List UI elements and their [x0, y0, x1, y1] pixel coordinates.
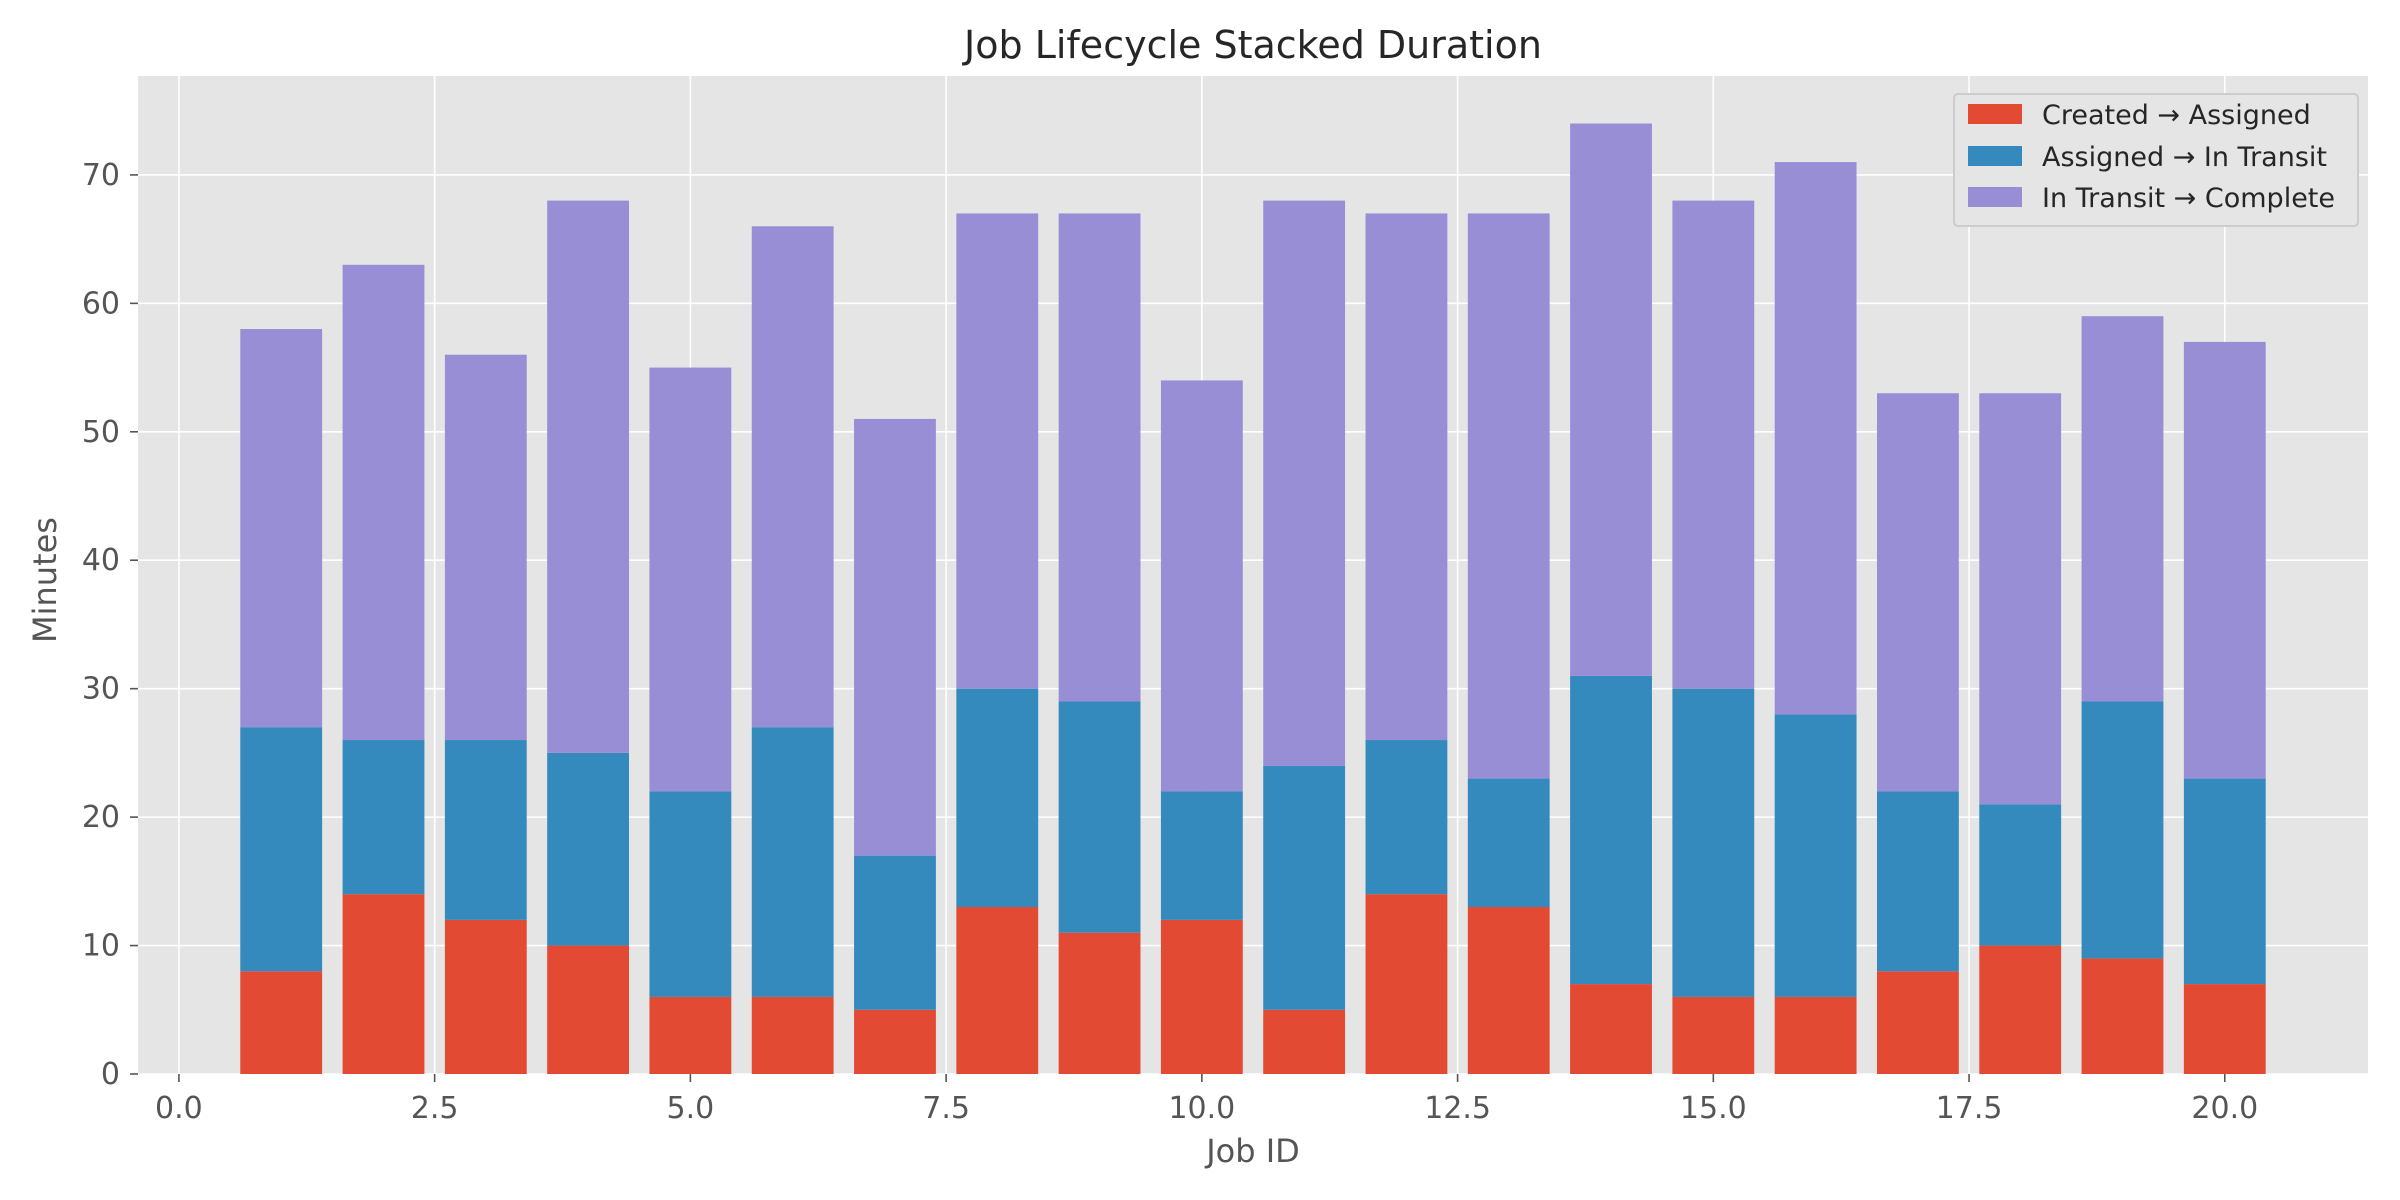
x-tick-label: 7.5	[922, 1091, 970, 1126]
bars	[240, 123, 2266, 1074]
legend-label-in-transit-complete: In Transit → Complete	[2042, 183, 2335, 214]
y-tick-label: 30	[82, 672, 120, 707]
bar-assigned-in-transit	[854, 855, 936, 1010]
bar-in-transit-complete	[1876, 393, 1959, 792]
x-axis-label: Job ID	[1204, 1132, 1300, 1170]
bar-in-transit-complete	[1774, 162, 1857, 715]
bar-assigned-in-transit	[1979, 804, 2062, 946]
bar-created-assigned	[240, 971, 323, 1074]
bar-in-transit-complete	[547, 200, 630, 753]
bar-created-assigned	[1570, 984, 1652, 1074]
x-tick-label: 2.5	[411, 1091, 459, 1126]
bar-assigned-in-transit	[444, 740, 527, 920]
bar-assigned-in-transit	[2081, 701, 2164, 959]
legend: Created → Assigned Assigned → In Transit…	[1953, 93, 2359, 227]
bar-in-transit-complete	[1160, 380, 1243, 792]
x-tick-label: 12.5	[1424, 1091, 1491, 1126]
legend-swatch-created-assigned	[1968, 104, 2022, 124]
y-axis-label: Minutes	[26, 517, 64, 643]
bar-assigned-in-transit	[751, 727, 834, 997]
bar-in-transit-complete	[1467, 213, 1550, 779]
bar-created-assigned	[1774, 996, 1857, 1074]
bar-assigned-in-transit	[240, 727, 323, 972]
bar-created-assigned	[2183, 984, 2266, 1074]
x-tick-label: 5.0	[667, 1091, 715, 1126]
bar-assigned-in-transit	[649, 791, 732, 997]
bar-in-transit-complete	[1263, 200, 1346, 766]
bar-created-assigned	[751, 996, 834, 1074]
bar-in-transit-complete	[2081, 316, 2164, 702]
bar-created-assigned	[1160, 919, 1243, 1074]
bar-in-transit-complete	[444, 354, 527, 741]
x-tick-label: 17.5	[1936, 1091, 2003, 1126]
bar-assigned-in-transit	[1365, 740, 1448, 895]
bar-created-assigned	[854, 1009, 936, 1074]
bar-in-transit-complete	[1365, 213, 1448, 741]
bar-in-transit-complete	[2183, 341, 2266, 779]
y-tick-label: 40	[82, 543, 120, 578]
y-tick-label: 50	[82, 415, 120, 450]
y-tick-label: 0	[101, 1057, 120, 1092]
bar-created-assigned	[956, 907, 1039, 1074]
bar-assigned-in-transit	[1467, 778, 1550, 908]
y-axis-ticks: 0 10 20 30 40 50 60 70	[82, 158, 138, 1092]
bar-assigned-in-transit	[1263, 765, 1346, 1010]
y-tick-label: 60	[82, 286, 120, 321]
legend-label-created-assigned: Created → Assigned	[2042, 100, 2311, 131]
bar-in-transit-complete	[1672, 200, 1755, 689]
bar-assigned-in-transit	[1570, 675, 1652, 985]
bar-created-assigned	[1672, 996, 1755, 1074]
bar-assigned-in-transit	[547, 752, 630, 946]
bar-assigned-in-transit	[1672, 688, 1755, 997]
bar-created-assigned	[649, 996, 732, 1074]
bar-assigned-in-transit	[956, 688, 1039, 908]
y-tick-label: 10	[82, 929, 120, 964]
bar-assigned-in-transit	[1774, 714, 1857, 997]
bar-in-transit-complete	[240, 329, 323, 728]
bar-created-assigned	[2081, 958, 2164, 1074]
bar-in-transit-complete	[1979, 393, 2062, 805]
bar-in-transit-complete	[649, 367, 732, 792]
y-tick-label: 20	[82, 800, 120, 835]
chart-title: Job Lifecycle Stacked Duration	[962, 23, 1542, 67]
bar-created-assigned	[1467, 907, 1550, 1074]
bar-assigned-in-transit	[2183, 778, 2266, 985]
legend-swatch-in-transit-complete	[1968, 187, 2022, 207]
legend-box	[1953, 93, 2359, 227]
bar-created-assigned	[1979, 945, 2062, 1074]
bar-in-transit-complete	[1570, 123, 1652, 676]
bar-created-assigned	[547, 945, 630, 1074]
bar-created-assigned	[1263, 1009, 1346, 1074]
bar-in-transit-complete	[1058, 213, 1141, 702]
x-tick-label: 0.0	[155, 1091, 203, 1126]
bar-created-assigned	[1058, 932, 1141, 1074]
legend-label-assigned-in-transit: Assigned → In Transit	[2042, 142, 2327, 173]
bar-created-assigned	[1365, 894, 1448, 1074]
y-tick-label: 70	[82, 158, 120, 193]
bar-in-transit-complete	[751, 226, 834, 728]
x-axis-ticks: 0.0 2.5 5.0 7.5 10.0 12.5 15.0 17.5 20.0	[155, 1074, 2258, 1126]
bar-assigned-in-transit	[1160, 791, 1243, 920]
bar-assigned-in-transit	[342, 740, 425, 895]
x-tick-label: 10.0	[1168, 1091, 1235, 1126]
x-tick-label: 15.0	[1680, 1091, 1747, 1126]
bar-created-assigned	[444, 919, 527, 1074]
legend-swatch-assigned-in-transit	[1968, 146, 2022, 166]
bar-in-transit-complete	[854, 418, 936, 856]
bar-in-transit-complete	[956, 213, 1039, 689]
bar-created-assigned	[342, 894, 425, 1074]
bar-assigned-in-transit	[1058, 701, 1141, 933]
bar-assigned-in-transit	[1876, 791, 1959, 972]
bar-in-transit-complete	[342, 264, 425, 741]
bar-created-assigned	[1876, 971, 1959, 1074]
x-tick-label: 20.0	[2191, 1091, 2258, 1126]
